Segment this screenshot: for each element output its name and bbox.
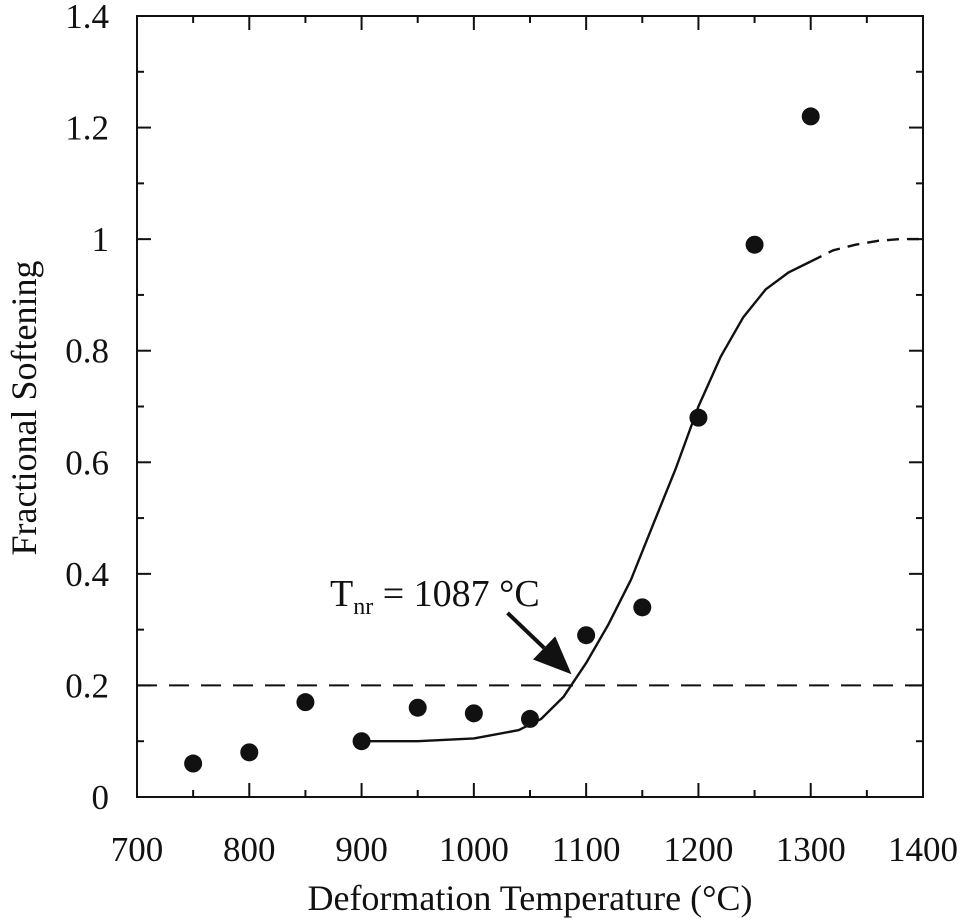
data-point (801, 107, 820, 126)
x-tick-label: 800 (223, 830, 276, 869)
tnr-annotation: Tnr = 1087 °C (330, 573, 540, 620)
data-point (296, 693, 315, 712)
data-point (577, 626, 596, 645)
annotation-arrow-shaft (506, 611, 546, 650)
x-tick-label: 1400 (888, 830, 958, 869)
tnr-annotation-main: T (330, 573, 353, 615)
x-tick-label: 1300 (776, 830, 846, 869)
x-tick-label: 1000 (439, 830, 509, 869)
y-tick-label: 0.8 (65, 332, 109, 371)
fit-curve-extrapolation (810, 237, 923, 263)
data-point (633, 598, 652, 617)
y-tick-label: 0.4 (65, 555, 109, 594)
plot-frame (136, 15, 924, 798)
x-tick-label: 1100 (552, 830, 621, 869)
tnr-annotation-value: = 1087 °C (373, 573, 539, 615)
annotation-arrow-head (533, 636, 572, 675)
y-tick-label: 1.2 (65, 109, 109, 148)
tnr-annotation-subscript: nr (353, 594, 373, 620)
data-point (240, 743, 259, 762)
x-tick-label: 900 (335, 830, 388, 869)
x-axis-label: Deformation Temperature (°C) (307, 878, 752, 918)
y-axis-label: Fractional Softening (4, 261, 44, 556)
data-point (464, 704, 483, 723)
fit-curve (361, 260, 812, 743)
data-point (184, 754, 203, 773)
y-tick-label: 0.6 (65, 443, 109, 482)
x-tick-label: 700 (111, 830, 164, 869)
y-tick-label: 0 (92, 778, 110, 817)
y-tick-label: 1.4 (65, 0, 109, 36)
axes: 700 800 900 1000 1100 1200 1300 1400 0 0.2 0.4 0.6 0… (65, 0, 958, 869)
y-tick-label: 0.2 (65, 666, 109, 705)
plot-area (137, 107, 923, 773)
data-point (745, 235, 764, 254)
data-point (408, 698, 427, 717)
y-tick-label: 1 (92, 220, 110, 259)
x-tick-label: 1200 (663, 830, 733, 869)
data-point (352, 732, 371, 751)
